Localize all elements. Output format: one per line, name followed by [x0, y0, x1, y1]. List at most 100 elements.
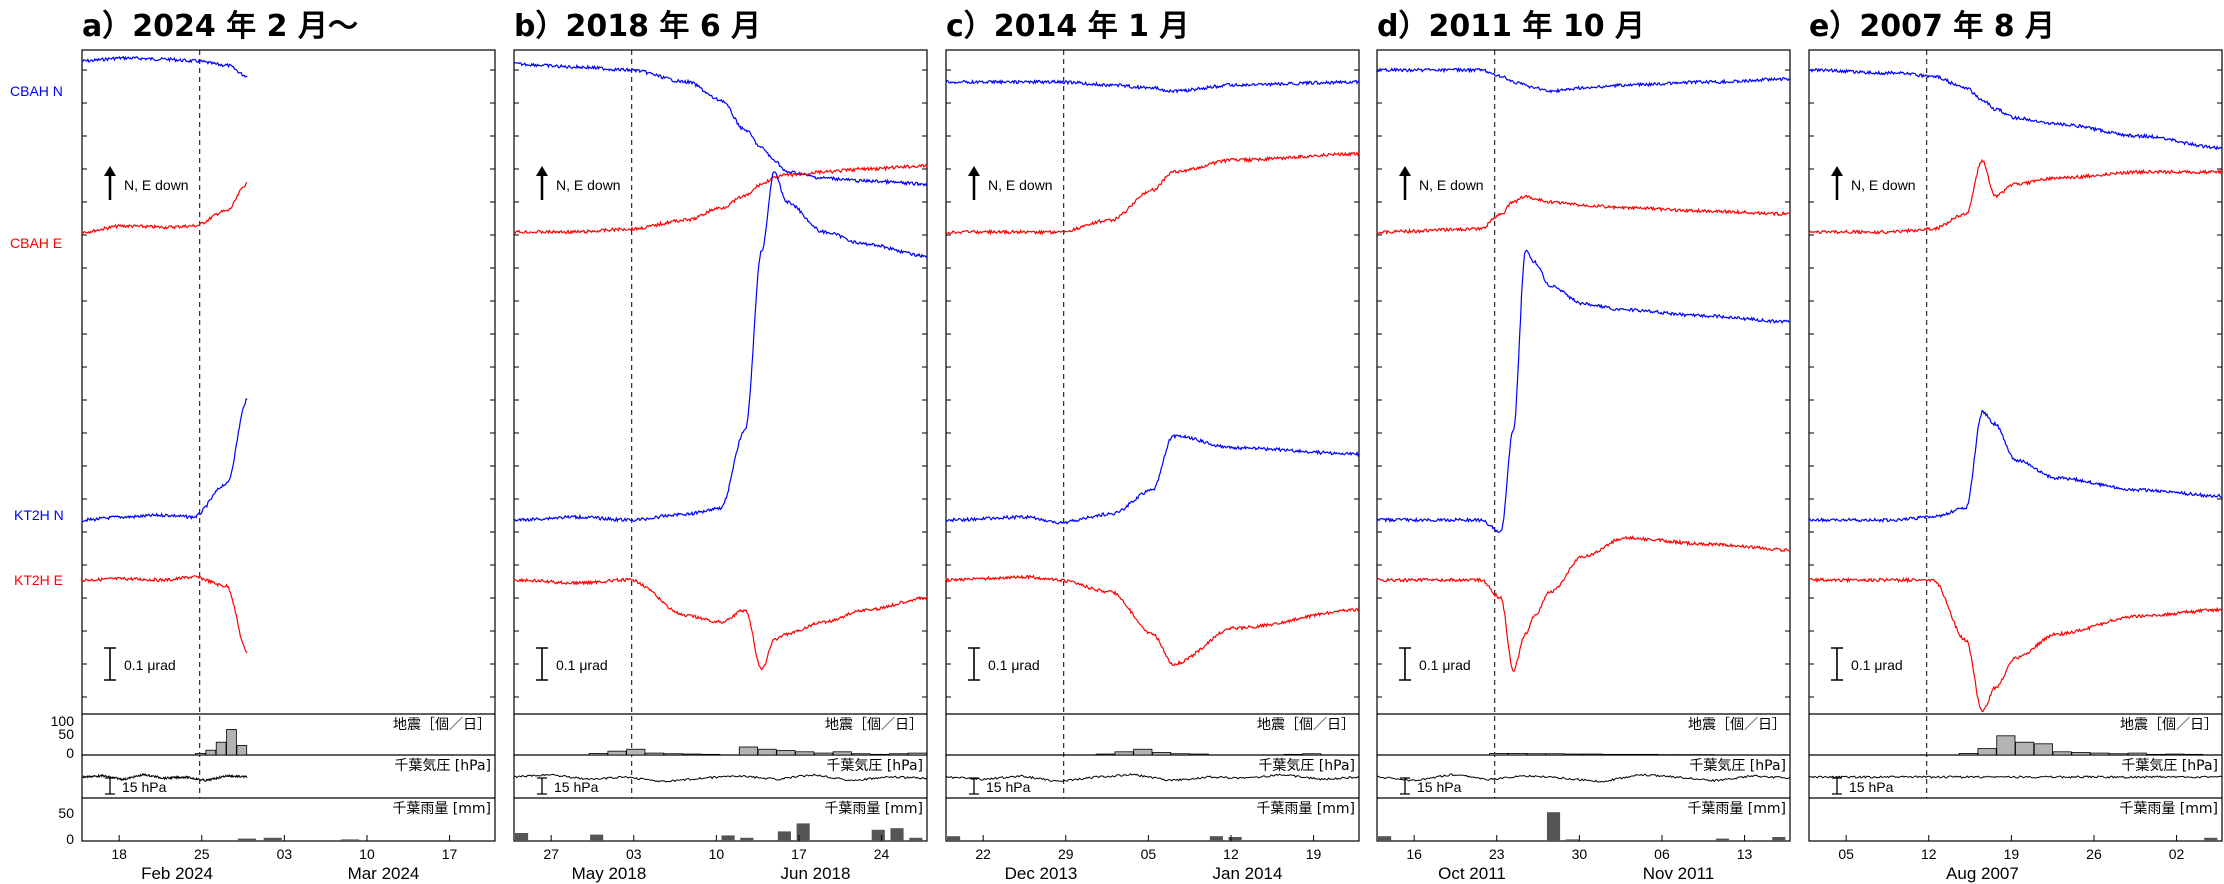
- pressure-title: 千葉気圧 [hPa]: [2121, 758, 2218, 774]
- rain-bar: [341, 839, 360, 841]
- x-tick-label: 27: [543, 846, 559, 862]
- eq-bar: [1114, 751, 1134, 756]
- panel-frame: [945, 49, 1360, 842]
- eq-bar: [870, 753, 890, 756]
- month-label: Aug 2007: [1946, 864, 2019, 883]
- eq-title: 地震［個／日］: [1688, 717, 1786, 733]
- rain-axis-label: 50: [58, 805, 74, 821]
- rain-title: 千葉雨量 [mm]: [392, 801, 491, 817]
- eq-title: 地震［個／日］: [393, 717, 491, 733]
- scale-bar-icon: [1399, 647, 1411, 681]
- x-tick-label: 03: [626, 846, 642, 862]
- eq-bar: [226, 729, 237, 756]
- panel-3: d）2011 年 10 月 N, E down 0.1 μrad 地震［個／日］ 千葉気…: [1376, 9, 1791, 883]
- eq-bar: [2127, 752, 2147, 756]
- panel-0: a）2024 年 2 月～ N, E down 0.1 μrad 地震［個／日］ 千葉気…: [81, 9, 496, 883]
- pressure-scale-label: 15 hPa: [554, 779, 599, 795]
- pressure-scale-icon: [1832, 777, 1842, 795]
- scale-bar-icon: [968, 647, 980, 681]
- x-tick-label: 22: [975, 846, 991, 862]
- x-tick-label: 29: [1058, 846, 1074, 862]
- rain-bar: [871, 829, 885, 841]
- scale-bar-icon: [104, 647, 116, 681]
- eq-bar: [1958, 753, 1978, 756]
- eq-bar: [1489, 753, 1509, 756]
- eq-axis-label: 0: [66, 745, 74, 761]
- panel-title: c）2014 年 1 月: [946, 9, 1190, 44]
- arrow-head-icon: [1831, 166, 1843, 176]
- eq-bar: [1152, 752, 1172, 756]
- eq-bar: [889, 753, 909, 756]
- arrow-label: N, E down: [556, 177, 621, 193]
- x-tick-label: 10: [709, 846, 725, 862]
- x-tick-label: 12: [1921, 846, 1937, 862]
- pressure-scale-icon: [105, 777, 115, 795]
- scale-bar-icon: [536, 647, 548, 681]
- x-tick-label: 06: [1654, 846, 1670, 862]
- series-kt2h-n: [1376, 249, 1790, 533]
- x-tick-label: 12: [1223, 846, 1239, 862]
- x-tick-label: 17: [442, 846, 458, 862]
- rain-bar: [909, 837, 923, 841]
- eq-bar: [2033, 743, 2053, 756]
- series-cbah-n: [1376, 66, 1791, 94]
- arrow-head-icon: [536, 166, 548, 176]
- arrow-label: N, E down: [1419, 177, 1484, 193]
- scale-label: 0.1 μrad: [556, 657, 608, 673]
- eq-bar: [1133, 748, 1153, 756]
- x-tick-label: 17: [791, 846, 807, 862]
- rain-bar: [890, 828, 904, 841]
- pressure-line: [1808, 775, 2222, 779]
- series-cbah-n: [81, 55, 248, 78]
- rain-bar: [1209, 836, 1223, 841]
- series-kt2h-e: [513, 577, 928, 671]
- series-kt2h-n: [945, 433, 1360, 525]
- series-kt2h-e: [81, 575, 248, 654]
- pressure-title: 千葉気圧 [hPa]: [1258, 758, 1355, 774]
- rain-bar: [796, 823, 810, 841]
- eq-bar: [1170, 753, 1190, 756]
- series-cbah-n: [1808, 67, 2223, 151]
- series-kt2h-n: [513, 171, 928, 523]
- eq-bar: [1189, 753, 1209, 756]
- panel-2: c）2014 年 1 月 N, E down 0.1 μrad 地震［個／日］ 千葉気圧…: [945, 9, 1360, 883]
- pressure-scale-icon: [1400, 777, 1410, 795]
- series-kt2h-n: [1808, 409, 2223, 524]
- x-tick-label: 16: [1406, 846, 1422, 862]
- rain-bar: [2204, 837, 2218, 841]
- panel-title: b）2018 年 6 月: [514, 9, 761, 44]
- eq-bar: [1283, 753, 1303, 756]
- eq-bar: [738, 746, 758, 756]
- eq-bar: [1095, 753, 1115, 756]
- panel-title: d）2011 年 10 月: [1377, 9, 1645, 44]
- series-kt2h-e: [945, 574, 1360, 667]
- eq-title: 地震［個／日］: [825, 717, 923, 733]
- eq-bar: [1639, 753, 1659, 756]
- eq-bar: [1545, 753, 1565, 756]
- series-kt2h-e: [1376, 535, 1791, 673]
- arrow-label: N, E down: [988, 177, 1053, 193]
- month-label: Jan 2014: [1213, 864, 1283, 883]
- eq-title: 地震［個／日］: [1257, 717, 1355, 733]
- pressure-line: [945, 773, 1360, 783]
- series-cbah-e: [513, 163, 928, 235]
- scale-label: 0.1 μrad: [988, 657, 1040, 673]
- x-tick-label: 26: [2086, 846, 2102, 862]
- eq-bar: [776, 750, 796, 756]
- eq-bar: [907, 752, 927, 756]
- x-tick-label: 02: [2169, 846, 2185, 862]
- pressure-scale-icon: [537, 777, 547, 795]
- eq-bar: [195, 753, 206, 756]
- eq-bar: [1601, 753, 1621, 756]
- series-cbah-n: [513, 62, 928, 187]
- eq-bar: [1583, 753, 1603, 756]
- panel-title: a）2024 年 2 月～: [82, 9, 358, 44]
- eq-bar: [215, 741, 227, 756]
- month-label: May 2018: [572, 864, 647, 883]
- pressure-scale-label: 15 hPa: [1849, 779, 1894, 795]
- x-tick-label: 19: [1306, 846, 1322, 862]
- rain-bar: [1772, 837, 1786, 841]
- arrow-label: N, E down: [124, 177, 189, 193]
- scale-label: 0.1 μrad: [1419, 657, 1471, 673]
- eq-bar: [626, 748, 646, 756]
